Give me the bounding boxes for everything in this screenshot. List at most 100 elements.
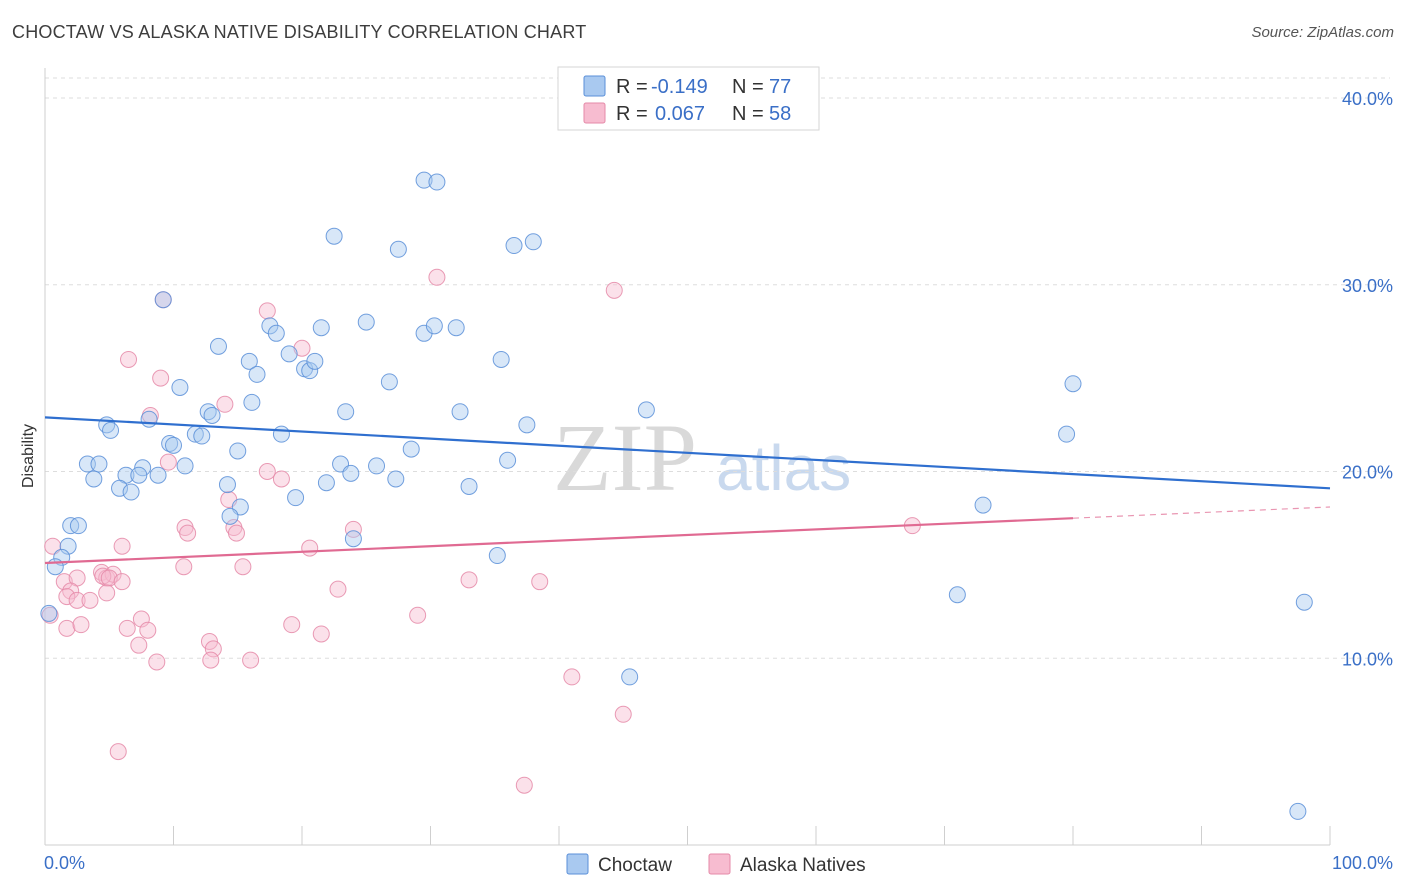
bottom-legend-label-alaska-natives: Alaska Natives: [740, 855, 866, 876]
alaska-natives-point: [113, 573, 131, 591]
choctaw-point: [40, 604, 58, 622]
legend-r-value-1: -0.149: [651, 76, 708, 98]
legend-n-value-2: 58: [769, 103, 791, 125]
alaska-natives-point: [72, 616, 90, 634]
choctaw-point: [325, 227, 343, 245]
alaska-natives-point: [175, 558, 193, 576]
alaska-natives-point: [227, 524, 245, 542]
choctaw-point: [460, 477, 478, 495]
chart-title: CHOCTAW VS ALASKA NATIVE DISABILITY CORR…: [12, 22, 587, 42]
alaska-natives-point: [605, 281, 623, 299]
choctaw-point: [229, 442, 247, 460]
legend-r-label-1: R =: [616, 76, 648, 98]
alaska-natives-point: [81, 591, 99, 609]
alaska-natives-point: [113, 537, 131, 555]
choctaw-point: [243, 393, 261, 411]
choctaw-point: [428, 173, 446, 191]
alaska-natives-point: [109, 743, 127, 761]
alaska-natives-point: [94, 567, 112, 585]
choctaw-point: [524, 233, 542, 251]
y-axis-title: Disability: [20, 424, 37, 488]
choctaw-point: [425, 317, 443, 335]
alaska-natives-trend-line: [44, 517, 1074, 565]
choctaw-point: [637, 401, 655, 419]
bottom-legend-swatch-choctaw: [566, 853, 589, 875]
watermark-zip: ZIP: [553, 404, 697, 511]
alaska-natives-point: [204, 640, 222, 658]
alaska-natives-point: [563, 668, 581, 686]
alaska-natives-point: [55, 573, 73, 591]
choctaw-point: [389, 240, 407, 258]
choctaw-point: [368, 457, 386, 475]
choctaw-point: [447, 319, 465, 337]
choctaw-trend-line: [44, 416, 1331, 490]
choctaw-point: [193, 427, 211, 445]
choctaw-point: [1295, 593, 1313, 611]
choctaw-point: [621, 668, 639, 686]
choctaw-point: [344, 530, 362, 548]
choctaw-point: [149, 466, 167, 484]
alaska-natives-point: [329, 580, 347, 598]
alaska-natives-points: [41, 268, 921, 794]
alaska-natives-point: [614, 705, 632, 723]
legend-swatch-alaska-natives: [583, 102, 606, 124]
choctaw-point: [380, 373, 398, 391]
choctaw-point: [357, 313, 375, 331]
choctaw-point: [518, 416, 536, 434]
choctaw-point: [165, 436, 182, 454]
alaska-natives-point: [44, 537, 62, 555]
alaska-natives-point: [312, 625, 330, 643]
alaska-natives-point: [344, 520, 362, 538]
choctaw-point: [505, 237, 523, 255]
choctaw-point: [1289, 802, 1307, 820]
alaska-natives-point: [242, 651, 260, 669]
choctaw-point: [451, 403, 469, 421]
choctaw-point: [974, 496, 992, 514]
alaska-natives-point: [98, 584, 116, 602]
alaska-natives-point: [68, 591, 86, 609]
alaska-natives-point: [159, 453, 177, 471]
choctaw-point: [948, 586, 966, 604]
choctaw-point: [499, 451, 517, 469]
series-legend: Choctaw Alaska Natives: [566, 853, 866, 876]
alaska-natives-point: [531, 573, 549, 591]
tick-labels: 10.0% 20.0% 30.0% 40.0% 0.0% 100.0%: [44, 89, 1393, 873]
y-tick-label-30: 30.0%: [1342, 276, 1393, 296]
choctaw-point: [402, 440, 420, 458]
choctaw-point: [317, 474, 335, 492]
choctaw-point: [154, 291, 172, 309]
trend-lines: [44, 416, 1331, 565]
choctaw-point: [267, 324, 285, 342]
bottom-legend-swatch-alaska-natives: [708, 853, 731, 875]
alaska-natives-point: [272, 470, 290, 488]
choctaw-point: [209, 337, 227, 355]
choctaw-point: [221, 507, 239, 525]
y-tick-label-20: 20.0%: [1342, 463, 1393, 483]
alaska-natives-point: [179, 524, 197, 542]
legend-n-label-2: N =: [732, 103, 764, 125]
alaska-natives-point: [283, 616, 301, 634]
choctaw-point: [1058, 425, 1076, 443]
alaska-natives-point: [120, 350, 138, 368]
choctaw-point: [102, 421, 120, 439]
choctaw-point: [312, 319, 330, 337]
alaska-natives-point: [118, 619, 136, 637]
axes: [44, 68, 1331, 846]
alaska-natives-point: [130, 636, 148, 654]
alaska-natives-point: [515, 776, 533, 794]
legend-n-value-1: 77: [769, 76, 791, 98]
choctaw-point: [1064, 375, 1082, 393]
choctaw-point: [248, 365, 266, 383]
legend-r-label-2: R =: [616, 103, 648, 125]
x-tick-label-right: 100.0%: [1332, 853, 1393, 873]
alaska-natives-point: [152, 369, 170, 387]
watermark-atlas: atlas: [716, 432, 851, 504]
x-tick-label-left: 0.0%: [44, 853, 85, 873]
alaska-natives-point: [301, 539, 319, 557]
choctaw-point: [287, 489, 305, 507]
alaska-natives-point: [428, 268, 446, 286]
choctaw-point: [122, 483, 140, 501]
choctaw-point: [140, 410, 158, 428]
choctaw-point: [78, 455, 96, 473]
choctaw-point: [240, 352, 258, 370]
